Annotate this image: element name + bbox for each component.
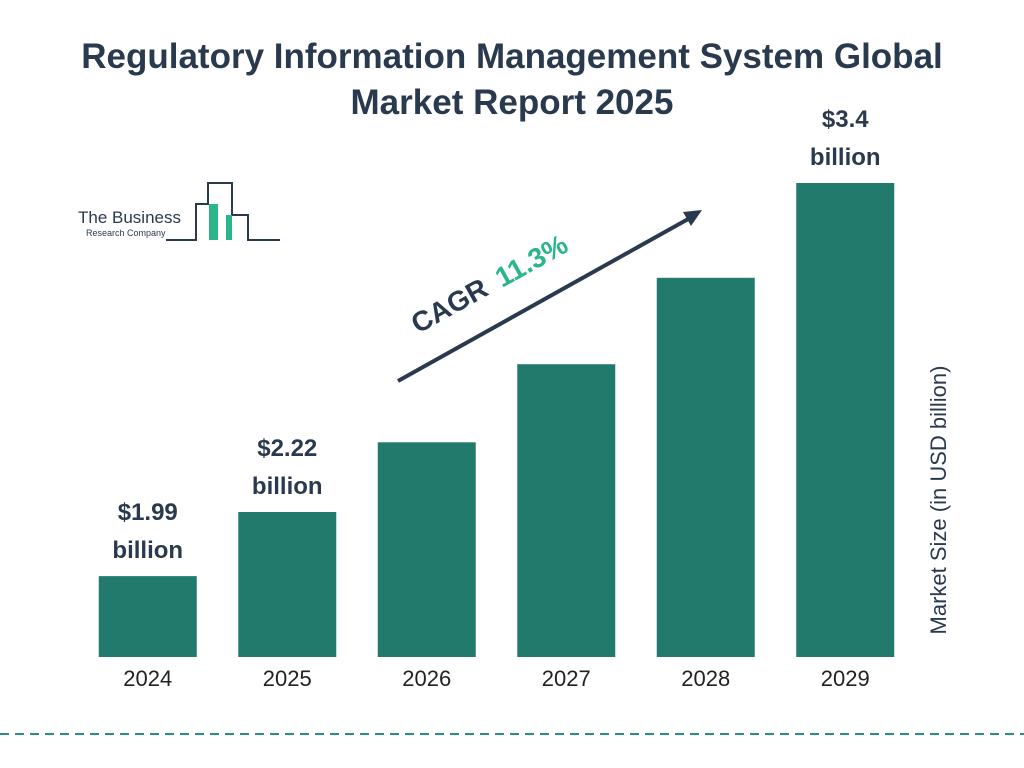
- x-tick-label: 2024: [123, 666, 172, 691]
- value-label: $1.99 billion: [112, 499, 184, 565]
- x-tick-label: 2027: [542, 666, 591, 691]
- value-label: $2.22 billion: [251, 435, 323, 501]
- x-tick-label: 2028: [681, 666, 730, 691]
- x-tick-label: 2029: [821, 666, 870, 691]
- y-axis-label: Market Size (in USD billion): [926, 366, 951, 635]
- bar: [377, 442, 476, 657]
- logo: The Business Research Company: [78, 182, 280, 241]
- cagr-value: 11.3%: [490, 228, 573, 293]
- logo-subtext: Research Company: [86, 228, 166, 238]
- logo-text: The Business: [78, 208, 181, 227]
- cagr-arrow: [397, 216, 691, 383]
- x-tick-label: 2026: [402, 666, 451, 691]
- chart-title: Regulatory Information Management System…: [81, 37, 943, 122]
- bar: [517, 364, 616, 657]
- bar: [98, 576, 197, 657]
- arrow-head: [683, 210, 702, 226]
- bar: [238, 512, 337, 657]
- value-label: $3.4 billion: [809, 106, 881, 171]
- bar: [656, 277, 755, 657]
- bar: [796, 183, 895, 657]
- cagr-label: CAGR: [406, 272, 493, 339]
- x-tick-label: 2025: [263, 666, 312, 691]
